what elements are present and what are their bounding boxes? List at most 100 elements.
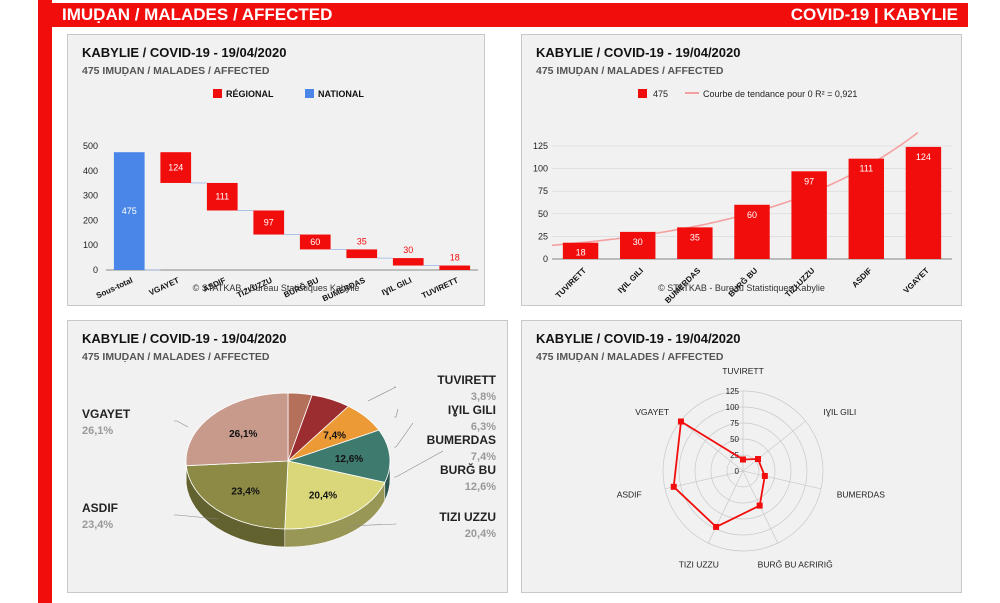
data-label: 124 [168,163,183,173]
radar-spoke [742,470,822,490]
y-tick-label: 0 [543,254,548,264]
pie-legend-pct: 12,6% [465,481,496,493]
panel-subtitle: 475 IMUḌAN / MALADES / AFFECTED [82,351,270,363]
data-label: 111 [215,192,229,202]
radar-tick-label: 75 [730,419,739,428]
radar-tick-label: 100 [726,403,740,412]
leader-line [174,420,189,428]
radar-tick-label: 50 [730,435,739,444]
panel-subtitle: 475 IMUḌAN / MALADES / AFFECTED [536,65,724,77]
waterfall-chart: RÉGIONAL NATIONAL0100200300400500475Sous-… [83,89,478,303]
bar [562,242,599,259]
bar [848,158,884,259]
panel-subtitle: 475 IMUḌAN / MALADES / AFFECTED [536,351,724,363]
pie-legend-name: TIZI UZZU [439,510,496,524]
y-tick-label: 125 [533,141,548,151]
pie-legend-pct: 7,4% [471,451,496,463]
radar-point [756,502,763,509]
bar-panel: KABYLIE / COVID-19 - 19/04/2020 475 IMUḌ… [521,34,962,306]
panel-title: KABYLIE / COVID-19 - 19/04/2020 [536,45,741,60]
radar-spoke [664,470,744,490]
pie-panel: KABYLIE / COVID-19 - 19/04/2020 475 IMUḌ… [67,320,508,593]
data-label: 18 [450,253,460,263]
pie-legend-pct: 3,8% [471,391,496,403]
bar [734,204,770,259]
y-tick-label: 25 [538,231,548,241]
leader-line [394,408,399,418]
leader-line [394,422,414,448]
bar [905,146,942,259]
data-label: 35 [357,236,367,246]
pie-chart: 7,4% 12,6% 20,4% 23,4% 26,1% TUVIRETT 3,8%IƔIL… [82,373,497,548]
pie-legend-name: BURĞ BU [440,462,496,477]
slice-label: 7,4% [323,431,346,442]
pie-legend-name: IƔIL GILI [448,403,496,417]
radar-series-line [672,420,766,528]
radar-point [740,456,746,463]
data-label: 35 [690,232,700,242]
data-label: 124 [916,152,931,162]
waterfall-bar [160,152,192,183]
pie-slice [286,429,391,483]
y-tick-label: 300 [83,191,98,201]
pie-legend-pct: 6,3% [471,421,496,433]
y-tick-label: 75 [538,186,548,196]
pie-legend-pct: 26,1% [82,425,113,437]
radar-point [713,523,720,530]
pie-legend-name: BUMERDAS [427,433,496,447]
leader-line [394,450,444,478]
legend-swatch-national [305,89,314,98]
y-tick-label: 200 [83,215,98,225]
y-tick-label: 500 [83,141,98,151]
radar-axis-label: BUMERDAS [837,490,886,500]
leader-line [347,523,397,527]
bar [620,231,656,259]
radar-panel: KABYLIE / COVID-19 - 19/04/2020 475 IMUḌ… [521,320,962,593]
data-label: 60 [310,237,320,247]
data-label: 30 [633,237,643,247]
leader-line [367,386,397,402]
waterfall-bar [392,258,424,266]
pie-slice [185,392,289,467]
left-accent-bar [38,0,52,603]
panel-title: KABYLIE / COVID-19 - 19/04/2020 [82,45,287,60]
waterfall-bar [439,265,471,270]
radar-tick-label: 0 [735,467,740,476]
waterfall-bar [206,182,238,211]
radar-point [761,472,768,479]
radar-axis-label: VGAYET [635,407,669,417]
pie-slice [284,460,386,530]
y-tick-label: 0 [93,265,98,275]
radar-axis-label: TUVIRETT [722,366,764,376]
slice-label: 20,4% [309,490,337,501]
bar [791,171,827,259]
radar-spoke [680,420,744,472]
y-tick-label: 100 [83,240,98,250]
panel-footer: © STATKAB - Bureau Statistiques Kabylie [658,283,825,293]
radar-point [670,483,677,490]
panel-subtitle: 475 IMUḌAN / MALADES / AFFECTED [82,65,270,77]
leader-line [174,514,219,520]
page-header: IMUḌAN / MALADES / AFFECTED COVID-19 | K… [38,3,968,27]
waterfall-bar [299,234,331,250]
panel-title: KABYLIE / COVID-19 - 19/04/2020 [536,331,741,346]
pie-legend-pct: 23,4% [82,519,113,531]
data-label: 60 [747,210,757,220]
panel-footer: © STATKAB - Bureau Statistiques Kabylie [192,283,360,293]
radar-axis-label: IƔIL GILI [823,407,856,417]
legend-label-trend: Courbe de tendance pour 0 R² = 0,921 [703,89,857,99]
data-label: 111 [859,164,873,174]
pie-slice [185,460,289,530]
radar-spoke [707,470,744,544]
waterfall-panel: KABYLIE / COVID-19 - 19/04/2020 475 IMUḌ… [67,34,485,306]
slice-label: 12,6% [335,454,363,465]
y-tick-label: 50 [538,209,548,219]
legend-label-series: 475 [653,89,668,99]
slice-label: 26,1% [229,429,257,440]
waterfall-bar [346,249,378,259]
pie-legend-name: VGAYET [82,407,131,421]
header-brand: COVID-19 | KABYLIE [790,5,958,24]
legend-swatch-regional [213,89,222,98]
pie-legend-pct: 20,4% [465,528,496,540]
